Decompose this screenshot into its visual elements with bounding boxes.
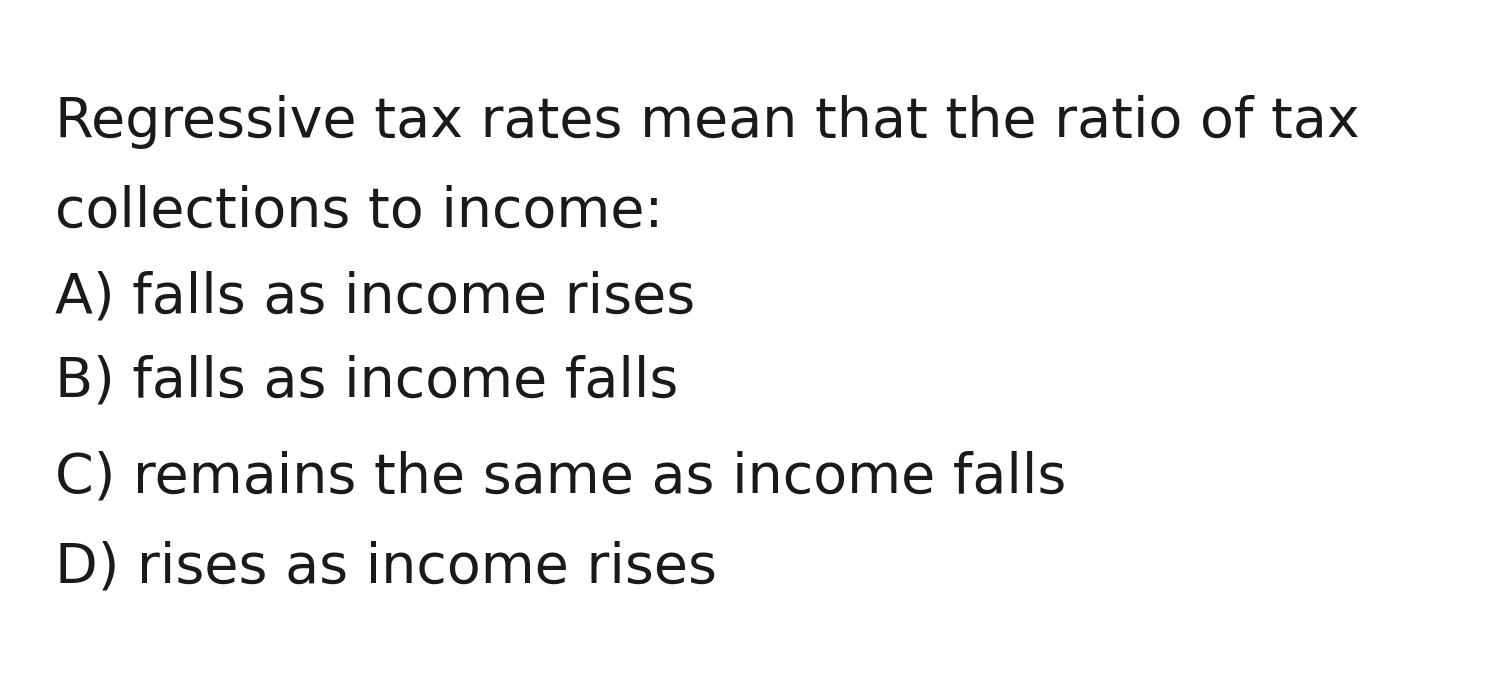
Text: C) remains the same as income falls: C) remains the same as income falls [56, 450, 1066, 504]
Text: collections to income:: collections to income: [56, 185, 663, 239]
Text: Regressive tax rates mean that the ratio of tax: Regressive tax rates mean that the ratio… [56, 95, 1359, 149]
Text: A) falls as income rises: A) falls as income rises [56, 270, 695, 324]
Text: B) falls as income falls: B) falls as income falls [56, 355, 678, 409]
Text: D) rises as income rises: D) rises as income rises [56, 540, 717, 594]
